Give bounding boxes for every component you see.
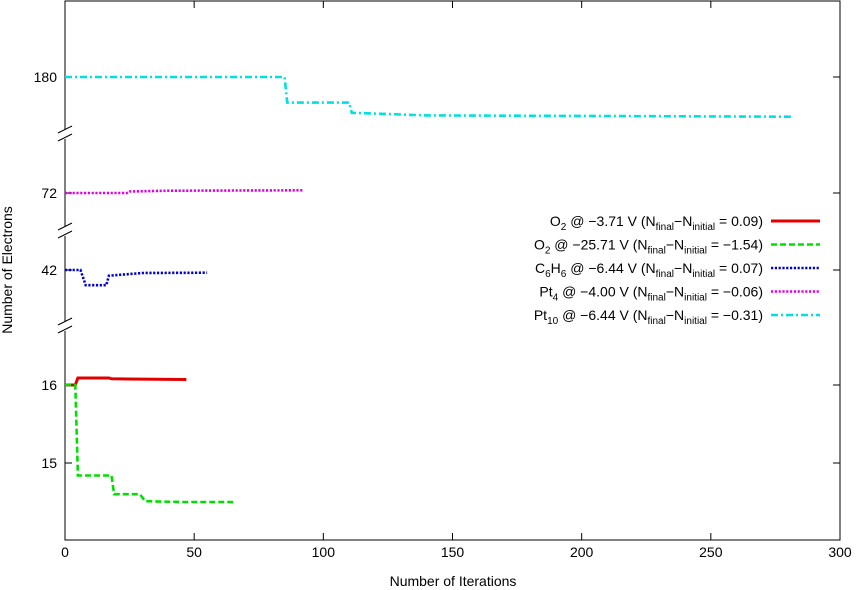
x-ticks: 0 50 100 150 200 250 300 [61,1,852,560]
series-line-2 [65,268,208,287]
x-tick-label: 50 [186,544,202,560]
x-tick-label: 100 [312,544,336,560]
y-tick-label: 72 [41,185,57,201]
series-line-1 [65,383,236,504]
axis-break-slash [57,133,73,142]
axis-break-gap [61,227,69,236]
series-lines [65,75,791,504]
series-line-4 [65,75,791,118]
y-tick-label: 42 [41,262,57,278]
legend: O2 @ −3.71 V (Nfinal−Ninitial = 0.09) O2 … [534,213,820,327]
y-tick-label: 180 [34,69,58,85]
x-tick-label: 250 [699,544,723,560]
y-axis-label: Number of Electrons [0,206,15,334]
axis-break-slash [57,230,73,239]
axis-break-slash [57,325,73,334]
legend-entry-label: Pt10 @ −6.44 V (Nfinal−Ninitial = −0.31) [534,307,763,327]
legend-entry-label: O2 @ −25.71 V (Nfinal−Ninitial = −1.54) [534,237,763,257]
axis-breaks [57,125,73,334]
y-tick-label: 15 [41,455,57,471]
series-line-0 [65,376,187,387]
x-tick-label: 150 [441,544,465,560]
x-tick-label: 300 [828,544,852,560]
axis-break-gap [61,130,69,139]
legend-entry-label: C6H6 @ −6.44 V (Nfinal−Ninitial = 0.07) [535,260,763,280]
x-axis-label: Number of Iterations [390,573,517,589]
legend-entry-label: O2 @ −3.71 V (Nfinal−Ninitial = 0.09) [550,213,763,233]
axis-break-slash [57,125,73,134]
x-tick-label: 200 [570,544,594,560]
y-tick-label: 16 [41,377,57,393]
axis-break-gap [61,322,69,331]
axis-break-slash [57,317,73,326]
series-line-3 [65,189,303,195]
legend-entry-label: Pt4 @ −4.00 V (Nfinal−Ninitial = −0.06) [539,284,763,304]
axis-break-slash [57,222,73,231]
x-tick-label: 0 [61,544,69,560]
